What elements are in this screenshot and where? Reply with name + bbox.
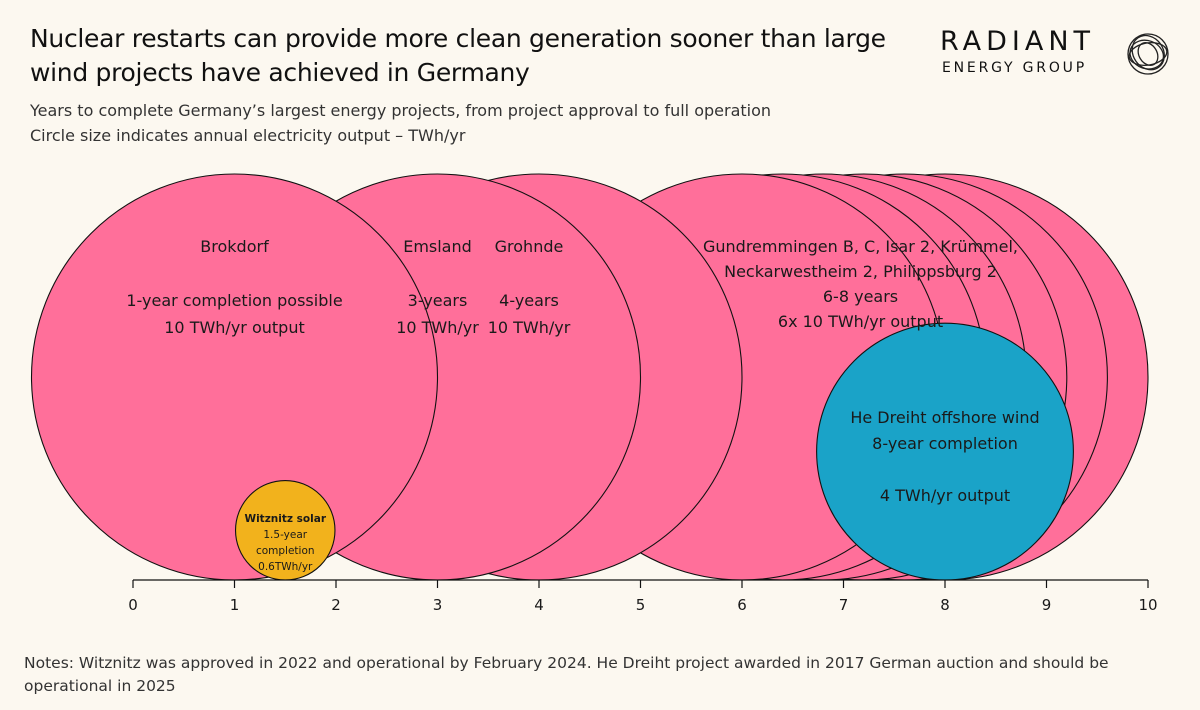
x-axis: 0 1 2 3 4 5 6 7 8 9 10 (128, 579, 1158, 614)
chart-notes: Notes: Witznitz was approved in 2022 and… (24, 654, 1109, 695)
label-nuclear-group-line-3: 6-8 years (823, 287, 898, 306)
label-witznitz-line-2: 1.5-year (263, 529, 307, 541)
label-emsland-line-4: 10 TWh/yr (396, 318, 479, 337)
subtitle-line-2: Circle size indicates annual electricity… (30, 126, 466, 145)
logo-wordmark: RADIANT (940, 26, 1096, 57)
x-tick-label-5: 5 (636, 596, 646, 614)
label-brokdorf-line-1: Brokdorf (200, 237, 269, 256)
label-brokdorf-line-4: 10 TWh/yr output (164, 318, 304, 337)
x-tick-label-9: 9 (1042, 596, 1052, 614)
label-witznitz-line-1: Witznitz solar (245, 513, 327, 525)
radiant-swirl-logo-icon (1127, 33, 1169, 75)
x-tick-label-7: 7 (839, 596, 849, 614)
title-line-1: Nuclear restarts can provide more clean … (30, 24, 886, 53)
chart-title: Nuclear restarts can provide more clean … (30, 22, 930, 90)
label-he-dreiht-line-2: 8-year completion (872, 434, 1018, 453)
title-line-2: wind projects have achieved in Germany (30, 58, 530, 87)
bubble-chart: Brokdorf 1-year completion possible 10 TWh… (30, 173, 1158, 614)
label-nuclear-group-line-1: Gundremmingen B, C, Isar 2, Krümmel, (703, 237, 1018, 256)
subtitle-line-1: Years to complete Germany’s largest ener… (30, 101, 772, 120)
x-tick-label-10: 10 (1138, 596, 1157, 614)
label-emsland-line-1: Emsland (403, 237, 472, 256)
label-brokdorf-line-3: 1-year completion possible (126, 291, 342, 310)
x-tick-label-0: 0 (128, 596, 138, 614)
label-nuclear-group-line-2: Neckarwestheim 2, Philippsburg 2 (724, 262, 997, 281)
chart-subtitle: Years to complete Germany’s largest ener… (30, 98, 930, 148)
x-tick-label-6: 6 (737, 596, 747, 614)
x-tick-label-8: 8 (940, 596, 950, 614)
bubbles-layer (30, 173, 1149, 581)
x-tick-label-2: 2 (331, 596, 341, 614)
label-emsland-line-3: 3-years (408, 291, 468, 310)
logo-subtitle: ENERGY GROUP (942, 60, 1087, 76)
label-grohnde-line-4: 10 TWh/yr (488, 318, 571, 337)
radiant-energy-logo: RADIANT ENERGY GROUP (940, 26, 1180, 86)
label-he-dreiht-line-4: 4 TWh/yr output (880, 486, 1010, 505)
x-tick-label-1: 1 (230, 596, 240, 614)
label-nuclear-group-line-4: 6x 10 TWh/yr output (778, 312, 943, 331)
label-grohnde-line-1: Grohnde (495, 237, 564, 256)
x-tick-label-3: 3 (433, 596, 443, 614)
label-grohnde-line-3: 4-years (499, 291, 559, 310)
bubble-brokdorf (30, 173, 439, 581)
label-witznitz-line-4: 0.6TWh/yr (258, 561, 313, 573)
labels-layer: Brokdorf 1-year completion possible 10 TWh… (126, 237, 1039, 573)
label-he-dreiht-line-1: He Dreiht offshore wind (850, 408, 1039, 427)
label-witznitz-line-3: completion (256, 545, 315, 557)
x-tick-label-4: 4 (534, 596, 544, 614)
